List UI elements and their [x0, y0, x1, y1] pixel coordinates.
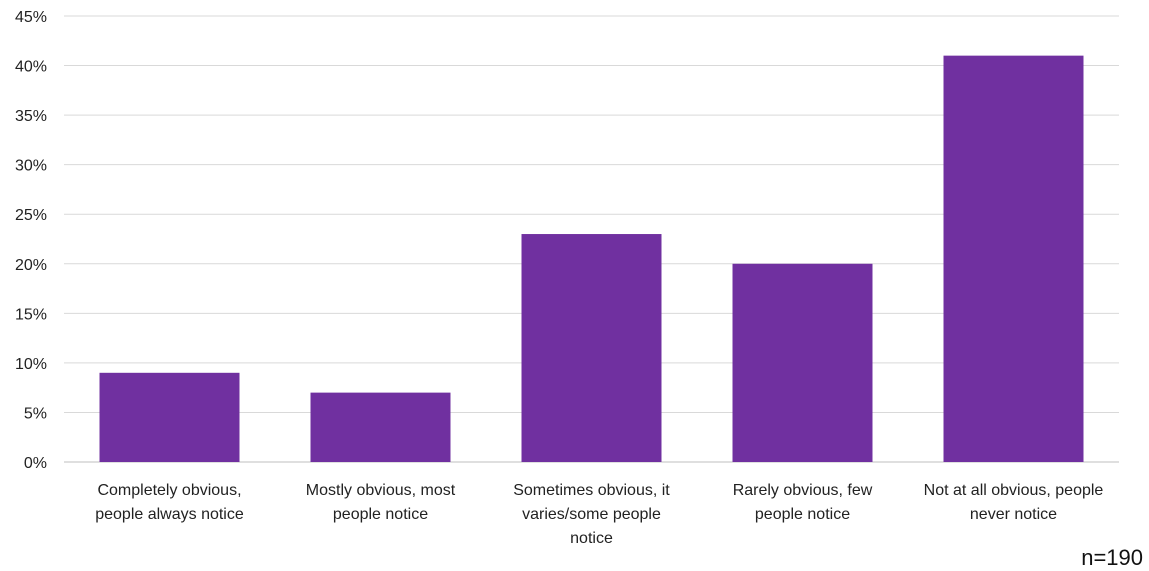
category-label: Sometimes obvious, it varies/some people n… — [513, 482, 670, 547]
bars — [99, 55, 1084, 463]
y-tick-label: 5% — [24, 405, 47, 422]
bar — [732, 263, 873, 462]
sample-size-note: n=190 — [1081, 545, 1143, 570]
y-tick-label: 40% — [15, 59, 47, 76]
y-tick-label: 20% — [15, 257, 47, 274]
y-tick-label: 45% — [15, 9, 47, 26]
y-tick-label: 15% — [15, 306, 47, 323]
category-label: Completely obvious, people always notice — [95, 482, 244, 523]
category-label: Not at all obvious, people never notice — [924, 482, 1104, 523]
y-tick-label: 30% — [15, 158, 47, 175]
category-label: Rarely obvious, few people notice — [733, 482, 873, 523]
bar — [99, 372, 240, 462]
bar — [943, 55, 1084, 463]
bar — [521, 234, 662, 462]
y-axis-tick-labels: 0% 5% 10% 15% 20% 25% 30% 35% 40% 45% — [15, 9, 47, 472]
x-axis-category-labels: Completely obvious, people always notice M… — [95, 482, 1103, 547]
bar — [310, 392, 451, 462]
y-tick-label: 25% — [15, 207, 47, 224]
y-tick-label: 35% — [15, 108, 47, 125]
y-tick-label: 0% — [24, 455, 47, 472]
category-label: Mostly obvious, most people notice — [306, 482, 456, 523]
y-tick-label: 10% — [15, 356, 47, 373]
